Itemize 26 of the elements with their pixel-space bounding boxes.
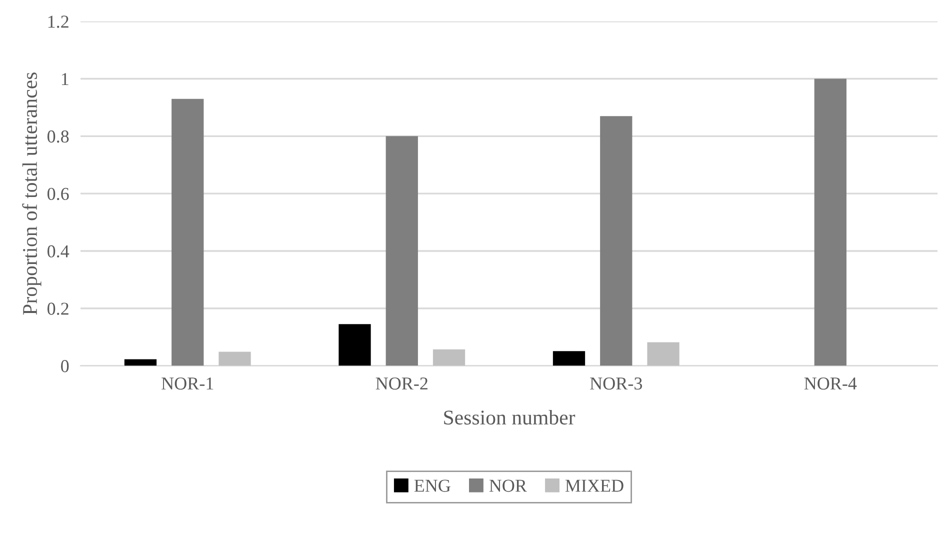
- legend-label: NOR: [489, 480, 527, 492]
- bar: [172, 98, 204, 366]
- x-tick-label: NOR-3: [590, 377, 642, 390]
- legend-label: MIXED: [565, 480, 624, 492]
- bar: [124, 359, 157, 366]
- bar: [814, 78, 846, 366]
- x-tick-label: NOR-4: [804, 377, 857, 390]
- y-tick-label: 0.2: [48, 302, 68, 315]
- legend-label: ENG: [414, 480, 450, 492]
- y-tick-label: 1.2: [48, 16, 68, 28]
- y-axis-title: Proportion of total utterances: [22, 72, 42, 315]
- y-tick-label: 0.8: [48, 130, 69, 143]
- bar: [386, 136, 418, 366]
- y-tick-label: 1: [62, 73, 68, 86]
- bar: [600, 116, 632, 366]
- x-tick-label: NOR-2: [376, 377, 428, 390]
- bar: [218, 352, 251, 366]
- bar: [647, 342, 680, 366]
- x-tick-label: NOR-1: [162, 377, 214, 390]
- y-tick-label: 0.4: [48, 245, 70, 258]
- bar: [552, 351, 586, 366]
- y-tick-label: 0: [61, 360, 69, 372]
- bar: [338, 324, 371, 366]
- y-tick-label: 0.6: [48, 188, 69, 200]
- bar: [432, 349, 466, 366]
- x-axis-title: Session number: [444, 410, 576, 425]
